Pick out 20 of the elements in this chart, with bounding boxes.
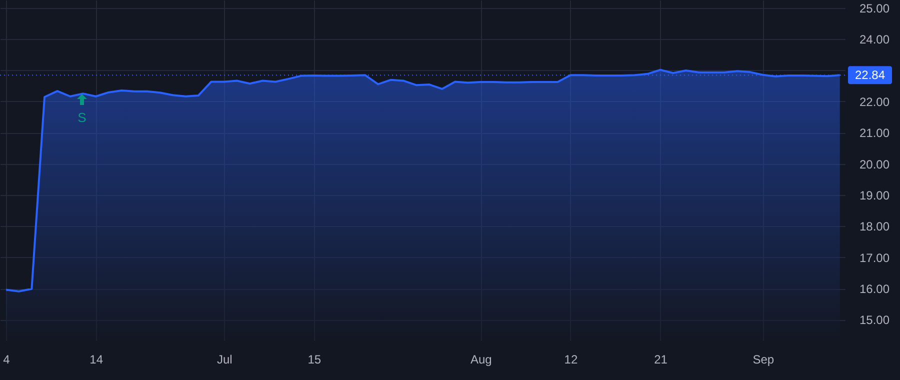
x-tick-label: 4 [3,352,10,366]
y-tick-label: 20.00 [860,157,890,172]
y-tick-label: 16.00 [860,282,890,296]
x-tick-label: Aug [470,352,492,366]
x-tick-label: 21 [654,352,668,366]
x-tick-label: 15 [308,352,322,366]
x-tick-label: 12 [564,352,578,366]
x-tick-label: 14 [90,352,104,366]
y-tick-label: 22.00 [860,94,890,109]
y-tick-label: 24.00 [860,32,890,46]
x-tick-label: Sep [752,352,774,366]
y-tick-label: 15.00 [860,313,890,328]
ref-line-label: 22.84 [854,68,886,82]
annotation: S [78,110,87,125]
x-tick-label: Jul [216,352,232,366]
y-tick-label: 17.00 [860,250,890,265]
y-tick-label: 21.00 [860,126,890,140]
y-tick-label: 19.00 [860,188,890,202]
y-tick-label: 18.00 [860,220,890,234]
y-tick-label: 25.00 [860,1,890,16]
